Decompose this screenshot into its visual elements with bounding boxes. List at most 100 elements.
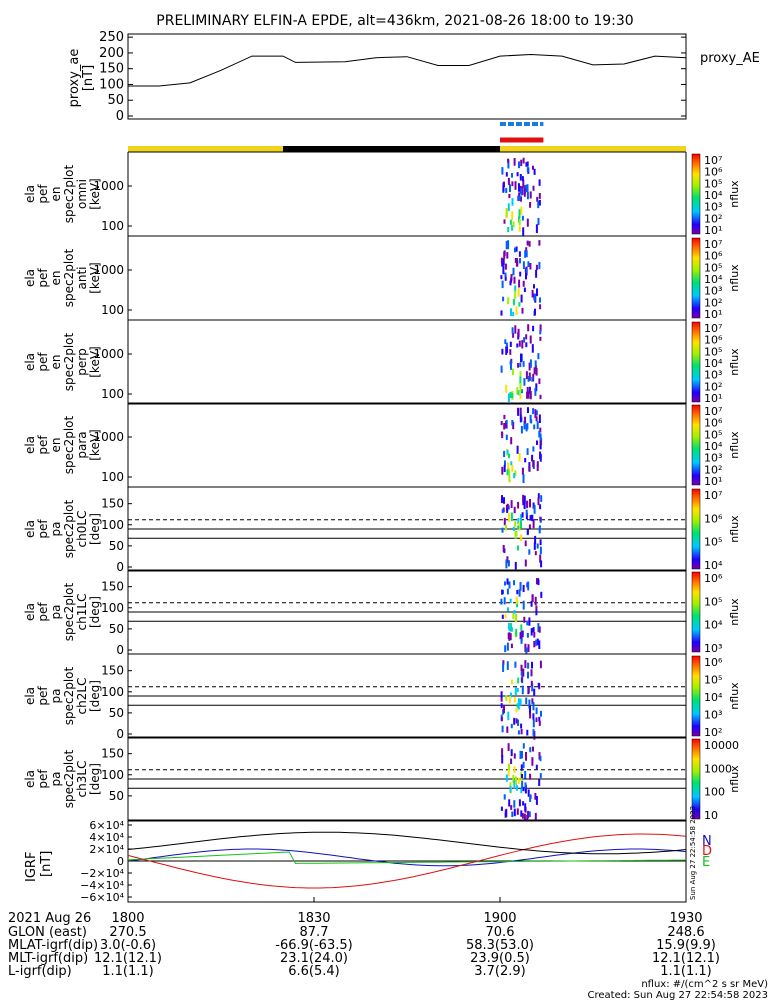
proxy-ae-ytick-label: 0 [116, 109, 124, 124]
panel-ytick-label: 150 [101, 747, 124, 761]
spectrogram-pixel [526, 448, 529, 455]
spectrogram-pixel [510, 627, 513, 632]
spectrogram-pixel [500, 806, 503, 811]
spectrogram-pixel [503, 497, 505, 504]
spectrogram-pixel [515, 531, 518, 537]
spectrogram-pixel [511, 173, 513, 178]
spectrogram-pixel [531, 289, 534, 298]
spectrogram-pixel [526, 729, 529, 736]
spectrogram-pixel [538, 779, 541, 787]
spectrogram-pixel [533, 424, 536, 430]
science-zone-bar [128, 146, 686, 152]
spectrogram-pixel [535, 707, 538, 715]
panel-ylabel-line: pef [36, 769, 50, 789]
spectrogram-pixel [524, 540, 527, 547]
spectrogram-pixel [502, 545, 505, 553]
spectrogram-pixel [501, 431, 504, 439]
spectrogram-pixel [506, 469, 509, 476]
spectrogram-pixel [518, 799, 521, 807]
spectrogram-pixel [514, 661, 517, 668]
spectrogram-pixel [513, 472, 516, 479]
spectrogram-pixel [531, 683, 534, 692]
panel-ylabel-line: spec2plot [62, 164, 76, 223]
panel-ylabel-line: omni [75, 179, 89, 209]
spectrogram-pixel [520, 389, 523, 394]
spectrogram-pixel [511, 393, 514, 399]
spectrogram-pixel [517, 195, 520, 202]
spectrogram-pixel [520, 206, 523, 216]
spectrogram-pixel [517, 719, 519, 726]
spectrogram-pixel [501, 509, 504, 514]
spectrogram-panel-0: ela pef en spec2plot omni [keV]100010010⁷10⁶1… [23, 151, 741, 237]
igrf-stamp: Sun Aug 27 22:54:58 2023 [689, 806, 697, 900]
colorbar-tick-label: 10³ [704, 452, 722, 465]
time-tick-label: 1800 [111, 911, 144, 926]
spectrogram-pixel [510, 274, 513, 281]
spectrogram-pixel [514, 325, 517, 334]
spectrogram-pixel [522, 361, 525, 367]
spectrogram-panel-6: ela pef pa spec2plot ch2LC [deg] 150 100 50 0 10⁶ 1… [23, 653, 741, 741]
colorbar-tick-label: 10¹ [704, 475, 722, 488]
ephemeris-value: 248.6 [667, 925, 704, 940]
colorbar [691, 738, 701, 820]
proxy-ae-frame [127, 33, 687, 120]
spectrogram-pixel [525, 268, 528, 273]
spectrogram-pixel [521, 176, 524, 182]
spectrogram-pixel [502, 182, 505, 192]
panel-ylabel-line: pa [49, 605, 63, 620]
igrf-ytick-label: 6×10⁴ [89, 819, 124, 832]
colorbar [691, 237, 701, 319]
spectrogram-pixel [505, 695, 508, 701]
spectrogram-pixel [520, 196, 522, 202]
spectrogram-pixel [518, 183, 520, 192]
spectrogram-pixel [504, 809, 507, 817]
spectrogram-pixel [501, 262, 504, 267]
spectrogram-pixel [533, 632, 536, 638]
time-tick-label: 1830 [297, 911, 330, 926]
proxy-ae-ytick-label: 50 [107, 93, 124, 108]
spectrogram-pixel [529, 515, 532, 521]
spectrogram-pixel [534, 388, 537, 396]
spectrogram-pixel [512, 368, 514, 376]
spectrogram-panels: ela pef en spec2plot omni [keV]100010010⁷10⁶1… [23, 151, 741, 822]
spectrogram-pixel [535, 383, 538, 392]
panel-ytick-label: 100 [101, 470, 124, 484]
ephemeris-value: 15.9(9.9) [656, 938, 716, 953]
spectrogram-pixel [517, 730, 520, 735]
colorbar-tick-label: 10⁶ [704, 656, 723, 669]
spectrogram-pixel [504, 275, 507, 281]
spectrogram-pixel [509, 360, 512, 365]
spectrogram-pixel [501, 725, 504, 733]
colorbar-tick-label: 10⁵ [704, 428, 722, 441]
spectrogram-pixel [520, 425, 523, 434]
spectrogram-pixel [534, 308, 536, 316]
spectrogram-pixel [525, 509, 528, 516]
time-axis: 1800 1830 1900 1930 [111, 897, 703, 926]
igrf-ytick-label: 4×10⁴ [89, 831, 124, 844]
spectrogram-pixel [521, 751, 523, 759]
spectrogram-pixel [516, 387, 519, 395]
spectrogram-pixel [529, 794, 532, 802]
igrf-ytick-label: 2×10⁴ [89, 843, 124, 856]
panel-ylabel-line: [deg] [88, 513, 102, 545]
spectrogram-pixel [530, 680, 533, 687]
spectrogram-pixel [527, 581, 530, 591]
science-zone-segment [128, 146, 283, 152]
spectrogram-pixel [517, 518, 520, 525]
spectrogram-pixel [527, 261, 530, 268]
spectrogram-pixel [528, 699, 531, 709]
spectrogram-pixel [508, 581, 511, 589]
colorbar-tick-label: 10³ [704, 201, 722, 214]
spectrogram-pixel [538, 199, 541, 206]
spectrogram-pixel [532, 460, 535, 468]
colorbar-tick-label: 10⁷ [704, 238, 722, 251]
spectrogram-pixel [517, 363, 520, 368]
colorbar-tick-label: 10² [704, 212, 722, 225]
spectrogram-pixel [527, 671, 529, 679]
spectrogram-pixel [505, 240, 508, 250]
spectrogram-pixel [526, 240, 529, 246]
spectrogram-pixel [536, 464, 539, 472]
spectrogram-pixel [514, 258, 517, 263]
spectrogram-pixel [508, 194, 511, 199]
